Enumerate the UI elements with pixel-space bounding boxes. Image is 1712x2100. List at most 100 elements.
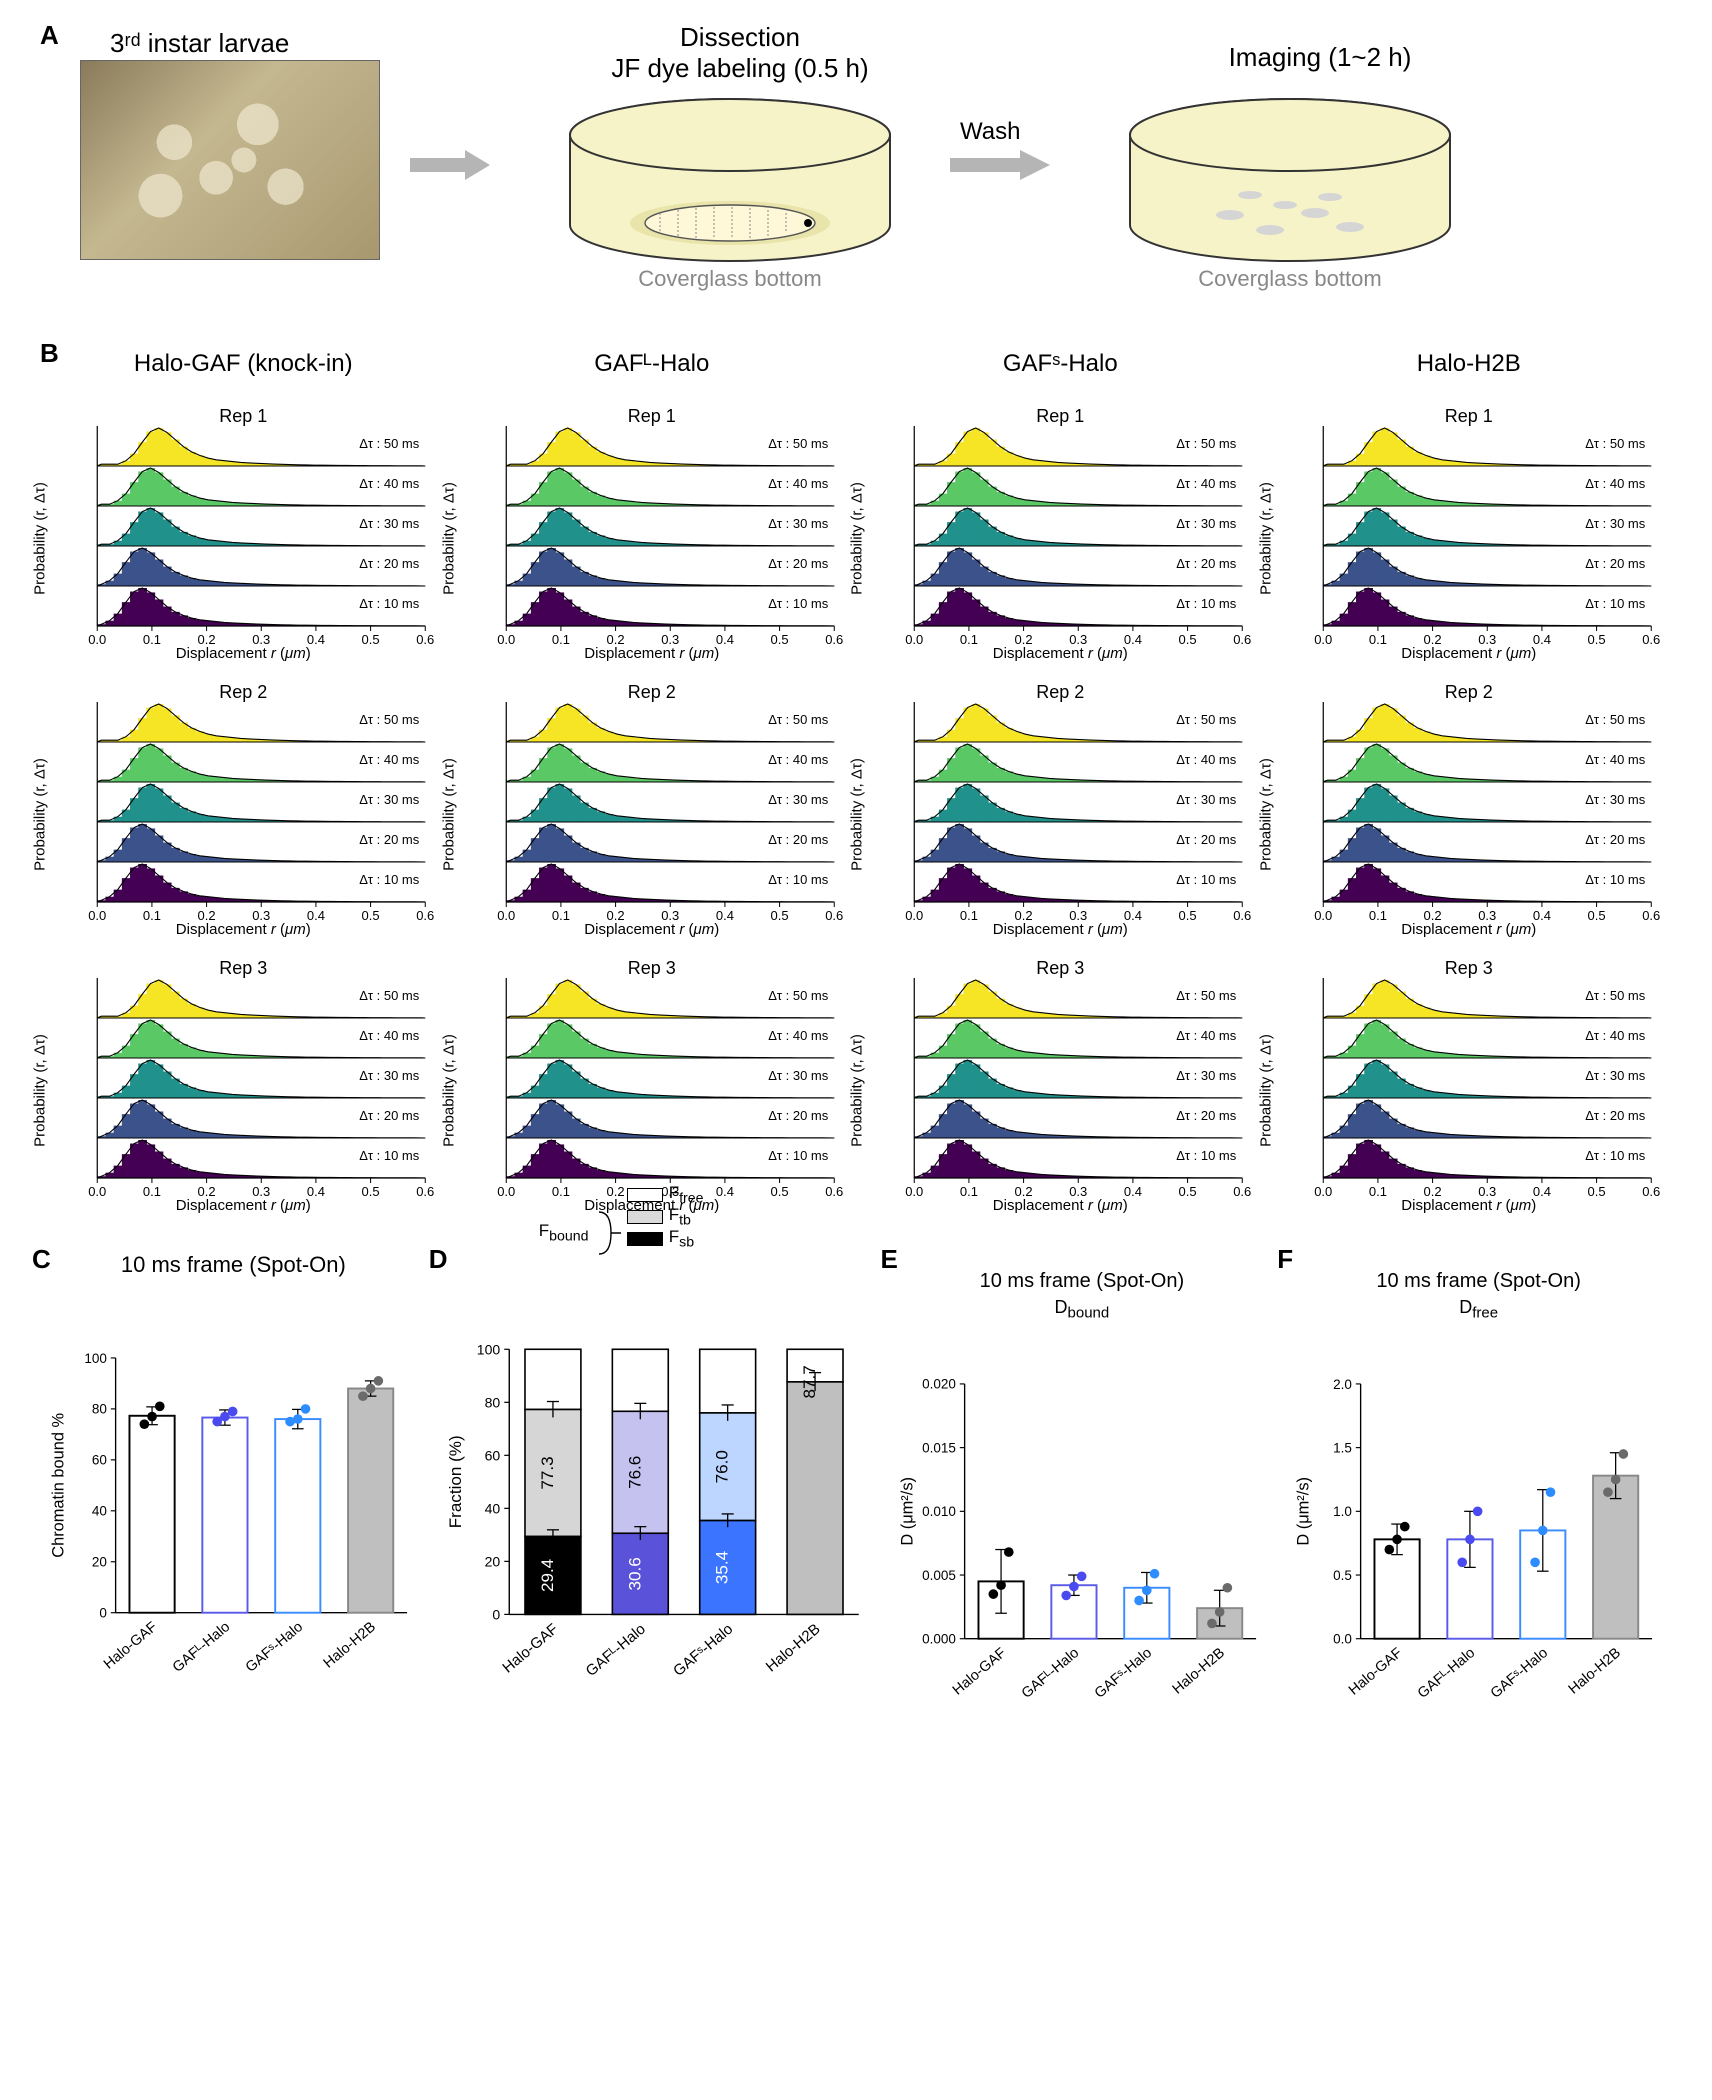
svg-text:Δτ : 40 ms: Δτ : 40 ms bbox=[768, 1028, 829, 1043]
svg-text:Δτ : 50 ms: Δτ : 50 ms bbox=[768, 712, 829, 727]
svg-text:GAFᴸ-Halo: GAFᴸ-Halo bbox=[1415, 1645, 1478, 1702]
svg-text:0.6: 0.6 bbox=[1642, 908, 1660, 923]
svg-text:Fraction (%): Fraction (%) bbox=[447, 1435, 465, 1528]
imaging-block: Imaging (1~2 h) bbox=[1130, 42, 1510, 73]
svg-text:Δτ : 20 ms: Δτ : 20 ms bbox=[1585, 556, 1646, 571]
svg-text:Halo-GAF: Halo-GAF bbox=[499, 1621, 561, 1677]
hist-x-label: Displacement r (μm) bbox=[584, 921, 719, 938]
hist-x-label: Displacement r (μm) bbox=[176, 1197, 311, 1214]
svg-text:0.1: 0.1 bbox=[1368, 632, 1386, 647]
hist-x-label: Displacement r (μm) bbox=[1401, 645, 1536, 662]
svg-text:0.5: 0.5 bbox=[362, 1184, 380, 1199]
panel-c-label: C bbox=[32, 1244, 51, 1275]
svg-text:D (μm²/s): D (μm²/s) bbox=[899, 1477, 917, 1546]
col-header: Halo-GAF (knock-in) bbox=[50, 350, 437, 378]
svg-text:60: 60 bbox=[92, 1453, 107, 1468]
svg-text:Δτ : 10 ms: Δτ : 10 ms bbox=[768, 872, 829, 887]
svg-text:Halo-H2B: Halo-H2B bbox=[1169, 1645, 1227, 1698]
hist-x-label: Displacement r (μm) bbox=[993, 1197, 1128, 1214]
svg-text:1.5: 1.5 bbox=[1333, 1440, 1352, 1455]
panel-e-sub: Dbound bbox=[899, 1297, 1266, 1322]
svg-text:Δτ : 10 ms: Δτ : 10 ms bbox=[1585, 872, 1646, 887]
hist-y-label: Probability (r, Δτ) bbox=[440, 758, 457, 871]
rep-label: Rep 2 bbox=[1036, 682, 1084, 703]
svg-text:Δτ : 10 ms: Δτ : 10 ms bbox=[768, 1148, 829, 1163]
rep-label: Rep 1 bbox=[1036, 406, 1084, 427]
svg-text:0.5: 0.5 bbox=[770, 632, 788, 647]
svg-text:Δτ : 30 ms: Δτ : 30 ms bbox=[1176, 1068, 1237, 1083]
hist-y-label: Probability (r, Δτ) bbox=[32, 1034, 49, 1147]
rep-label: Rep 2 bbox=[628, 682, 676, 703]
svg-text:Δτ : 50 ms: Δτ : 50 ms bbox=[1585, 436, 1646, 451]
rep-label: Rep 1 bbox=[1445, 406, 1493, 427]
svg-text:Δτ : 30 ms: Δτ : 30 ms bbox=[1585, 1068, 1646, 1083]
rep-label: Rep 1 bbox=[628, 406, 676, 427]
histogram-cell: 0.00.10.20.30.40.50.6Δτ : 50 msΔτ : 40 m… bbox=[459, 952, 846, 1212]
svg-text:Δτ : 40 ms: Δτ : 40 ms bbox=[1585, 752, 1646, 767]
svg-text:Δτ : 20 ms: Δτ : 20 ms bbox=[1176, 1108, 1237, 1123]
svg-text:Δτ : 30 ms: Δτ : 30 ms bbox=[1176, 792, 1237, 807]
svg-text:0.0: 0.0 bbox=[905, 908, 923, 923]
svg-text:Δτ : 10 ms: Δτ : 10 ms bbox=[1585, 1148, 1646, 1163]
svg-text:Δτ : 40 ms: Δτ : 40 ms bbox=[1176, 1028, 1237, 1043]
svg-text:20: 20 bbox=[92, 1555, 107, 1570]
panel-e-chart: 0.0000.0050.0100.0150.020D (μm²/s)Halo-G… bbox=[899, 1328, 1266, 1768]
svg-text:Δτ : 50 ms: Δτ : 50 ms bbox=[768, 436, 829, 451]
svg-text:20: 20 bbox=[484, 1553, 500, 1569]
svg-text:0.1: 0.1 bbox=[551, 908, 569, 923]
svg-text:80: 80 bbox=[484, 1394, 500, 1410]
svg-text:0.0: 0.0 bbox=[88, 908, 106, 923]
svg-text:Δτ : 50 ms: Δτ : 50 ms bbox=[359, 712, 420, 727]
hist-y-label: Probability (r, Δτ) bbox=[849, 482, 866, 595]
svg-text:Halo-H2B: Halo-H2B bbox=[762, 1621, 823, 1676]
panel-d-chart: 020406080100Fraction (%)77.329.4Halo-GAF… bbox=[447, 1300, 869, 1740]
svg-text:0.5: 0.5 bbox=[1179, 1184, 1197, 1199]
svg-text:0.0: 0.0 bbox=[905, 1184, 923, 1199]
svg-text:Δτ : 10 ms: Δτ : 10 ms bbox=[1176, 1148, 1237, 1163]
svg-text:Δτ : 10 ms: Δτ : 10 ms bbox=[359, 1148, 420, 1163]
svg-text:Δτ : 30 ms: Δτ : 30 ms bbox=[359, 1068, 420, 1083]
svg-text:29.4: 29.4 bbox=[538, 1559, 557, 1592]
bottom-row: C 10 ms frame (Spot-On) 020406080100Chro… bbox=[20, 1252, 1692, 1692]
svg-text:0.0: 0.0 bbox=[497, 1184, 515, 1199]
svg-text:0.5: 0.5 bbox=[770, 908, 788, 923]
svg-text:0.1: 0.1 bbox=[143, 632, 161, 647]
svg-text:0.6: 0.6 bbox=[1233, 908, 1251, 923]
svg-text:0.6: 0.6 bbox=[825, 908, 843, 923]
rep-label: Rep 2 bbox=[219, 682, 267, 703]
svg-text:0.0: 0.0 bbox=[497, 632, 515, 647]
histogram-cell: 0.00.10.20.30.40.50.6Δτ : 50 msΔτ : 40 m… bbox=[50, 952, 437, 1212]
svg-text:Δτ : 30 ms: Δτ : 30 ms bbox=[768, 516, 829, 531]
histogram-cell: 0.00.10.20.30.40.50.6Δτ : 50 msΔτ : 40 m… bbox=[867, 952, 1254, 1212]
arrow-1 bbox=[410, 150, 490, 180]
panel-d: D Ffree Fbound Ftb Fsb 020406080100Fract… bbox=[447, 1252, 869, 1692]
svg-text:0: 0 bbox=[99, 1606, 107, 1621]
svg-text:Δτ : 30 ms: Δτ : 30 ms bbox=[1585, 516, 1646, 531]
svg-text:2.0: 2.0 bbox=[1333, 1376, 1352, 1391]
dissection-block: Dissection JF dye labeling (0.5 h) bbox=[550, 22, 930, 84]
wash-label: Wash bbox=[960, 118, 1020, 146]
svg-text:0.5: 0.5 bbox=[1587, 632, 1605, 647]
svg-text:Δτ : 20 ms: Δτ : 20 ms bbox=[359, 832, 420, 847]
svg-text:Halo-H2B: Halo-H2B bbox=[321, 1619, 379, 1672]
hist-x-label: Displacement r (μm) bbox=[1401, 921, 1536, 938]
larvae-caption: 3ʳᵈ instar larvae bbox=[110, 28, 289, 59]
rep-label: Rep 2 bbox=[1445, 682, 1493, 703]
histogram-cell: 0.00.10.20.30.40.50.6Δτ : 50 msΔτ : 40 m… bbox=[1276, 952, 1663, 1212]
svg-text:Halo-GAF: Halo-GAF bbox=[1346, 1644, 1406, 1698]
svg-text:GAFˢ-Halo: GAFˢ-Halo bbox=[243, 1619, 306, 1676]
svg-text:1.0: 1.0 bbox=[1333, 1504, 1352, 1519]
svg-text:Δτ : 40 ms: Δτ : 40 ms bbox=[768, 752, 829, 767]
svg-text:Δτ : 30 ms: Δτ : 30 ms bbox=[768, 792, 829, 807]
svg-text:Δτ : 30 ms: Δτ : 30 ms bbox=[359, 516, 420, 531]
hist-y-label: Probability (r, Δτ) bbox=[440, 482, 457, 595]
svg-text:Δτ : 10 ms: Δτ : 10 ms bbox=[1176, 872, 1237, 887]
svg-text:0.0: 0.0 bbox=[905, 632, 923, 647]
svg-text:Δτ : 20 ms: Δτ : 20 ms bbox=[1176, 832, 1237, 847]
svg-text:D (μm²/s): D (μm²/s) bbox=[1295, 1477, 1313, 1546]
hist-x-label: Displacement r (μm) bbox=[993, 921, 1128, 938]
svg-text:0.1: 0.1 bbox=[551, 632, 569, 647]
svg-text:100: 100 bbox=[477, 1341, 501, 1357]
svg-text:Δτ : 20 ms: Δτ : 20 ms bbox=[768, 1108, 829, 1123]
hist-y-label: Probability (r, Δτ) bbox=[1257, 482, 1274, 595]
